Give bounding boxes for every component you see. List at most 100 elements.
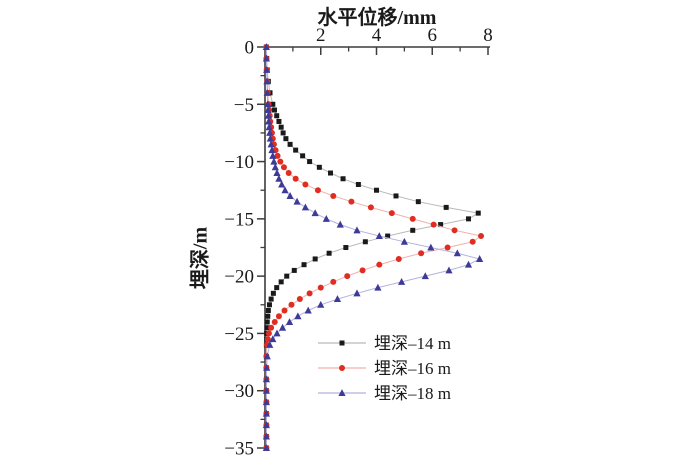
series-depth-14-marker [362,239,368,245]
y-tick-label: −15 [224,209,254,230]
series-depth-18-marker [266,129,274,136]
x-tick-label: 4 [372,25,382,46]
series-depth-14-marker [280,130,286,136]
series-depth-18-marker [264,100,272,108]
legend-item-2: 埋深–16 m [318,359,451,378]
series-depth-16-marker [469,238,476,245]
series-depth-18-marker [268,146,276,154]
series-depth-18-marker [301,203,310,211]
series-depth-16-marker [281,307,288,314]
series-depth-16-marker [348,198,355,205]
series-depth-18-marker [304,306,312,314]
series-depth-14-marker [276,118,282,124]
series-depth-18-marker [464,260,473,268]
y-tick-label: −25 [224,324,254,345]
series-depth-18-marker [269,151,277,159]
series-depth-16-marker [285,170,292,177]
legend-item-3: 埋深–18 m [318,384,451,403]
y-tick-label: −10 [224,152,254,173]
series-depth-18-marker [278,323,287,331]
series-depth-14-marker [465,216,471,222]
series-depth-14-marker [443,204,449,210]
series-depth-14-marker [355,181,361,187]
series-depth-18-marker [322,214,330,222]
series-depth-16-marker [359,267,366,274]
series-depth-18-marker [263,66,271,73]
series-depth-14-marker [438,222,444,228]
series-depth-18-marker [263,352,271,360]
series-depth-16-marker [367,204,374,211]
series-depth-14-marker [284,273,290,279]
series-depth-18-marker [270,157,278,165]
series-depth-18-marker [273,329,281,337]
series-depth-18-marker [311,209,319,217]
series-depth-16-marker [302,181,309,188]
series-depth-18-marker [476,255,484,262]
series-depth-18-marker [333,295,342,303]
series-depth-18-marker [263,363,271,371]
series-depth-14-marker [266,302,272,308]
legend-circle-icon [339,365,345,371]
series-depth-18-marker [269,335,277,343]
series-depth-18-marker [275,174,283,182]
legend-square-icon [339,340,345,346]
series-depth-14-marker [307,159,313,165]
series-depth-16-marker [376,261,383,268]
x-tick-label: 8 [483,25,493,46]
series-depth-14-marker [301,262,307,268]
series-depth-14-marker [410,227,416,233]
y-axis-title: 埋深/m [189,226,212,290]
series-depth-18-marker [262,421,270,429]
series-depth-18-marker [266,340,274,348]
series-depth-18-marker [293,197,301,205]
series-depth-16-marker [280,164,287,171]
series-depth-18-marker [278,180,286,188]
series-depth-16-marker [330,192,337,199]
x-tick-label: 6 [428,25,438,46]
series-depth-16-marker [271,318,278,325]
series-depth-16-marker [264,336,271,343]
series-depth-14-marker [264,325,270,331]
series-depth-14-marker [312,256,318,262]
series-depth-14-marker [264,319,270,325]
series-depth-14-marker [326,250,332,256]
series-depth-16-marker [274,152,281,159]
series-depth-18-marker [262,386,270,394]
series-depth-16-marker [277,158,284,165]
series-depth-14-marker [265,313,271,319]
series-depth-14-marker [475,210,481,216]
series-depth-16-marker [418,250,425,257]
series-depth-18-marker [265,123,273,131]
series-depth-14-marker [291,267,297,273]
series-depth-18-marker [427,243,435,251]
series-depth-14-marker [278,124,284,130]
series-depth-18-marker [336,220,344,228]
series-depth-14-marker [415,199,421,205]
series-depth-18-marker [262,444,270,451]
y-tick-label: −30 [224,381,254,402]
series-depth-18-marker [397,277,406,285]
series-depth-18-marker [264,106,272,114]
series-depth-18-marker [265,117,273,125]
series-depth-14-marker [274,285,280,291]
series-depth-16-marker [314,187,321,194]
series-depth-14-marker [274,113,280,119]
legend-triangle-icon [338,389,346,396]
series-depth-16-marker [268,324,275,331]
series-depth-16-marker [292,175,299,182]
series-depth-14-marker [343,245,349,250]
legend-label: 埋深–18 m [374,384,451,403]
series-depth-16-marker [344,273,351,280]
series-depth-18-marker [267,140,275,148]
series-depth-18-marker [281,186,289,194]
series-depth-18-marker [266,134,274,142]
series-depth-14-marker [300,153,306,159]
series-depth-16-marker [444,244,451,251]
series-depth-16-marker [409,215,416,222]
series-depth-18-marker [286,192,294,199]
series-depth-18-marker [445,266,453,274]
series-depth-18-marker [353,289,361,297]
series-depth-18-marker [263,77,271,85]
series-depth-14-marker [316,164,322,170]
